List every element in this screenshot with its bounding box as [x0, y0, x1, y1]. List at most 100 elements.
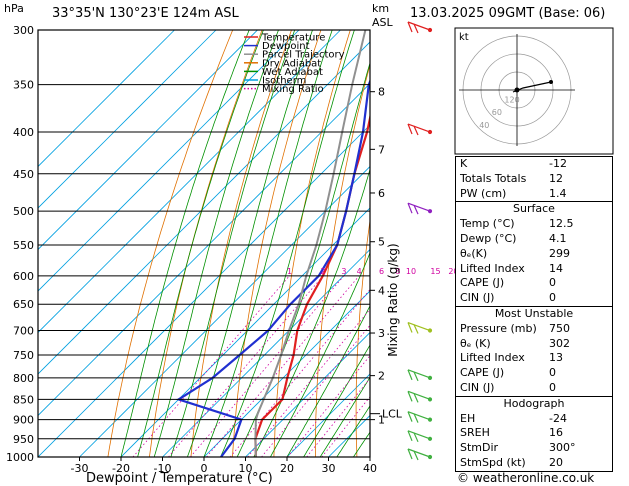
wind-barb [407, 202, 433, 215]
mixing-ratio-line [190, 275, 345, 457]
mu-row: Pressure (mb) 750 [460, 321, 570, 335]
wind-barb [407, 369, 433, 382]
pressure-tick-label: 750 [13, 349, 34, 362]
km-tick-label: 2 [378, 370, 385, 383]
mixing-ratio-label: 2 [321, 267, 326, 276]
mu-row: Lifted Index 13 [460, 351, 563, 365]
surface-title: Surface [456, 201, 612, 217]
temperature-tick-label: 30 [322, 462, 336, 475]
footer-copyright: © weatheronline.co.uk [457, 471, 595, 485]
legend-label: Dry Adiabat [262, 58, 321, 69]
mixing-ratio-line [206, 275, 360, 457]
datetime-title: 13.03.2025 09GMT (Base: 06) [410, 6, 606, 21]
hodograph-ring-label: 60 [492, 108, 502, 117]
isotherm-line [38, 30, 300, 292]
mixing-ratio-line [287, 355, 370, 457]
legend-label: Mixing Ratio [262, 84, 324, 95]
mixing-ratio-axis-label: Mixing Ratio (g/kg) [386, 243, 400, 356]
mixing-ratio-label: 8 [395, 267, 400, 276]
legend-label: Parcel Trajectory [262, 50, 345, 61]
mixing-ratio-label: 6 [379, 267, 384, 276]
hodo-row: SREH 16 [460, 426, 563, 440]
isotherm-line [79, 165, 370, 457]
legend-label: Isotherm [262, 76, 306, 87]
mu-row: CIN (J) 0 [460, 380, 556, 394]
pressure-tick-label: 500 [13, 205, 34, 218]
km-tick-label: 3 [378, 327, 385, 340]
pressure-tick-label: 550 [13, 239, 34, 252]
pressure-tick-label: 950 [13, 433, 34, 446]
temperature-tick-label: -10 [154, 462, 172, 475]
wind-barb [407, 390, 433, 403]
pressure-tick-label: 900 [13, 414, 34, 427]
temperature-tick-label: -20 [112, 462, 130, 475]
pressure-tick-label: 350 [13, 79, 34, 92]
mixing-ratio-line [306, 377, 370, 457]
km-tick-label: 1 [378, 414, 385, 427]
mixing-ratio-label: 4 [357, 267, 362, 276]
pw-row: PW (cm) 1.4 [460, 186, 567, 200]
mixing-ratio-label: 1 [287, 267, 292, 276]
mu-row: CAPE (J) 0 [460, 366, 556, 380]
isotherm-line [203, 290, 370, 457]
temperature-tick-label: 0 [201, 462, 208, 475]
km-tick-label: 5 [378, 236, 385, 249]
mixing-ratio-label: 15 [430, 267, 440, 276]
hodograph-unit: kt [459, 32, 469, 43]
km-tick-label: 7 [378, 143, 385, 156]
km-tick-label: 6 [378, 187, 385, 200]
surface-row: CIN (J) 0 [460, 291, 556, 305]
dry-adiabat-line [149, 30, 263, 457]
wind-barb [407, 21, 433, 34]
hodo-row: StmSpd (kt) 20 [460, 455, 563, 469]
mixing-ratio-line [168, 275, 324, 457]
wind-barb [407, 430, 433, 443]
temperature-tick-label: -30 [71, 462, 89, 475]
hodograph-ring-label: 120 [504, 96, 519, 105]
pressure-tick-label: 700 [13, 325, 34, 338]
mu-row: θₑ (K) 302 [460, 336, 570, 350]
mixing-ratio-label: 20 [448, 267, 458, 276]
isotherm-line [286, 373, 370, 457]
totals-row: Totals Totals 12 [460, 171, 563, 185]
surface-row: Temp (°C) 12.5 [460, 217, 574, 231]
pressure-tick-label: 650 [13, 298, 34, 311]
wind-barb [407, 411, 433, 423]
dry-adiabat-line [396, 30, 439, 457]
hodograph-ring-label: 40 [479, 121, 489, 130]
isotherm-line [38, 30, 258, 251]
temperature-tick-label: 40 [363, 462, 377, 475]
temperature-tick-label: 20 [280, 462, 294, 475]
wind-barb [407, 321, 433, 334]
wet-adiabat-line [336, 405, 370, 457]
k-index-row: K -12 [460, 157, 567, 170]
hodograph-point [549, 80, 553, 84]
pressure-tick-label: 600 [13, 270, 34, 283]
location-title: 33°35'N 130°23'E 124m ASL [52, 6, 239, 21]
wet-adiabat-line [286, 305, 370, 457]
mixing-ratio-label: 10 [406, 267, 416, 276]
asl-unit: ASL [372, 16, 393, 29]
isotherm-line [38, 30, 175, 168]
pressure-tick-label: 450 [13, 168, 34, 181]
isotherm-line [38, 124, 370, 457]
km-tick-label: 4 [378, 284, 385, 297]
wind-barb [407, 123, 433, 136]
mixing-ratio-label: 3 [341, 267, 346, 276]
wet-adiabat-line [137, 30, 264, 457]
surface-row: θₑ(K) 299 [460, 246, 570, 260]
wet-adiabat-line [153, 30, 279, 457]
pressure-tick-label: 1000 [6, 451, 34, 464]
isotherm-line [162, 248, 370, 457]
isotherm-line [38, 30, 217, 209]
surface-row: Dewp (°C) 4.1 [460, 231, 567, 245]
hodo-row: EH -24 [460, 411, 567, 425]
wet-adiabat-line [303, 344, 370, 457]
hpa-unit: hPa [4, 2, 24, 15]
wind-barb [407, 448, 433, 461]
isotherm-line [245, 331, 370, 457]
hodo-row: StmDir 300° [460, 441, 576, 455]
legend-label: Wet Adiabat [262, 67, 323, 78]
legend-label: Temperature [261, 33, 325, 44]
